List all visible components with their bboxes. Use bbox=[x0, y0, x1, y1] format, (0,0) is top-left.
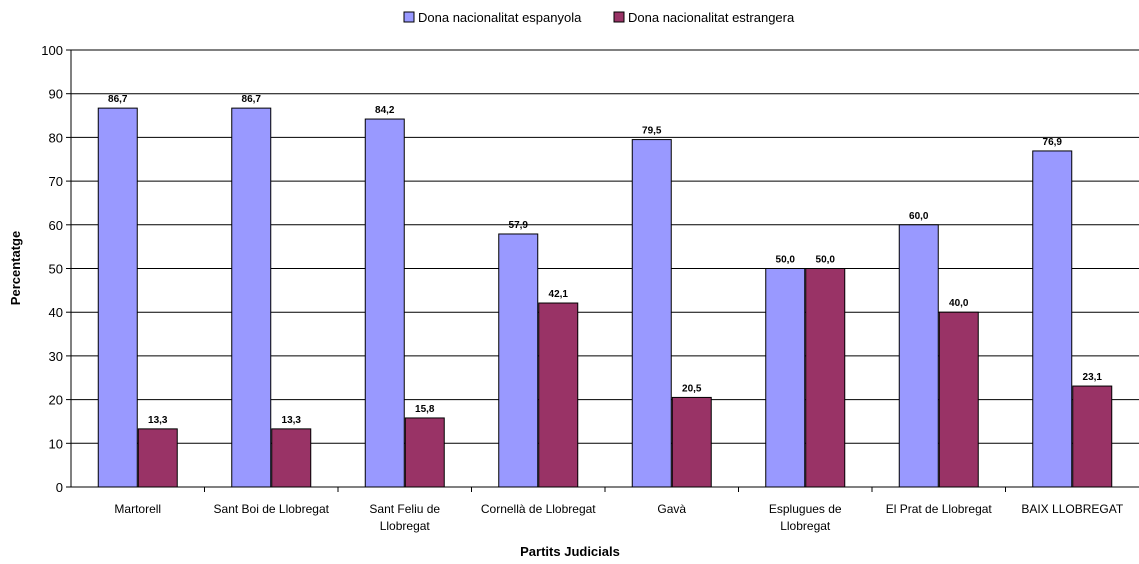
y-tick-label: 40 bbox=[49, 305, 63, 320]
x-axis-title: Partits Judicials bbox=[520, 544, 620, 559]
data-label: 40,0 bbox=[949, 298, 969, 309]
bar-series-1 bbox=[538, 302, 579, 488]
data-label: 76,9 bbox=[1043, 137, 1063, 148]
data-label: 42,1 bbox=[549, 289, 569, 300]
gridlines bbox=[71, 49, 1139, 444]
y-tick-label: 80 bbox=[49, 130, 63, 145]
bar-series-0 bbox=[97, 107, 138, 488]
data-label: 15,8 bbox=[415, 404, 435, 415]
bar-series-0 bbox=[898, 224, 939, 488]
bar-series-1 bbox=[805, 268, 846, 488]
y-tick-label: 70 bbox=[49, 174, 63, 189]
bar-series-1 bbox=[671, 396, 712, 488]
y-tick-label: 0 bbox=[56, 480, 63, 495]
bar-series-1 bbox=[271, 428, 312, 488]
x-tick-label: BAIX LLOBREGAT bbox=[1021, 502, 1123, 516]
data-label: 60,0 bbox=[909, 211, 929, 222]
bar-series-1 bbox=[404, 417, 445, 488]
x-tick-label: Gavà bbox=[657, 502, 686, 516]
labels: 0 10 20 30 40 50 60 70 80 90 100 86,7 13,3 Martorell 8… bbox=[41, 43, 1124, 533]
axes bbox=[66, 49, 1139, 492]
data-label: 23,1 bbox=[1083, 372, 1103, 383]
data-label: 84,2 bbox=[375, 105, 395, 116]
y-axis-title: Percentatge bbox=[8, 231, 23, 305]
bar-series-1 bbox=[1072, 385, 1113, 488]
x-tick-label: Cornellà de Llobregat bbox=[481, 502, 596, 516]
legend: Dona nacionalitat espanyola Dona naciona… bbox=[403, 10, 795, 25]
y-tick-label: 20 bbox=[49, 393, 63, 408]
data-label: 57,9 bbox=[509, 220, 529, 231]
y-tick-label: 10 bbox=[49, 436, 63, 451]
bar-series-0 bbox=[364, 118, 405, 488]
y-tick-label: 60 bbox=[49, 218, 63, 233]
y-tick-label: 100 bbox=[41, 43, 63, 58]
y-tick-label: 90 bbox=[49, 87, 63, 102]
bar-series-1 bbox=[137, 428, 178, 488]
x-tick-label: Esplugues de bbox=[769, 502, 842, 516]
legend-swatch-series-0 bbox=[403, 11, 415, 23]
legend-label-series-0: Dona nacionalitat espanyola bbox=[418, 10, 582, 25]
x-tick-label: Sant Boi de Llobregat bbox=[214, 502, 330, 516]
data-label: 13,3 bbox=[282, 415, 302, 426]
data-label: 86,7 bbox=[108, 94, 128, 105]
bar-series-1 bbox=[938, 311, 979, 488]
bar-series-0 bbox=[498, 233, 539, 488]
data-label: 50,0 bbox=[816, 255, 836, 266]
bar-series-0 bbox=[1032, 150, 1073, 488]
bar-series-0 bbox=[765, 268, 806, 488]
data-label: 86,7 bbox=[242, 94, 262, 105]
y-tick-label: 50 bbox=[49, 262, 63, 277]
data-label: 50,0 bbox=[776, 255, 796, 266]
bar-series-0 bbox=[231, 107, 272, 488]
data-label: 20,5 bbox=[682, 383, 702, 394]
bar-series-0 bbox=[631, 139, 672, 488]
x-tick-label: Llobregat bbox=[780, 519, 831, 533]
data-label: 79,5 bbox=[642, 126, 662, 137]
x-tick-label: Sant Feliu de bbox=[369, 502, 440, 516]
y-tick-label: 30 bbox=[49, 349, 63, 364]
legend-swatch-series-1 bbox=[613, 11, 625, 23]
x-tick-label: El Prat de Llobregat bbox=[886, 502, 993, 516]
x-tick-label: Martorell bbox=[114, 502, 161, 516]
legend-label-series-1: Dona nacionalitat estrangera bbox=[628, 10, 795, 25]
data-label: 13,3 bbox=[148, 415, 168, 426]
x-tick-label: Llobregat bbox=[380, 519, 431, 533]
